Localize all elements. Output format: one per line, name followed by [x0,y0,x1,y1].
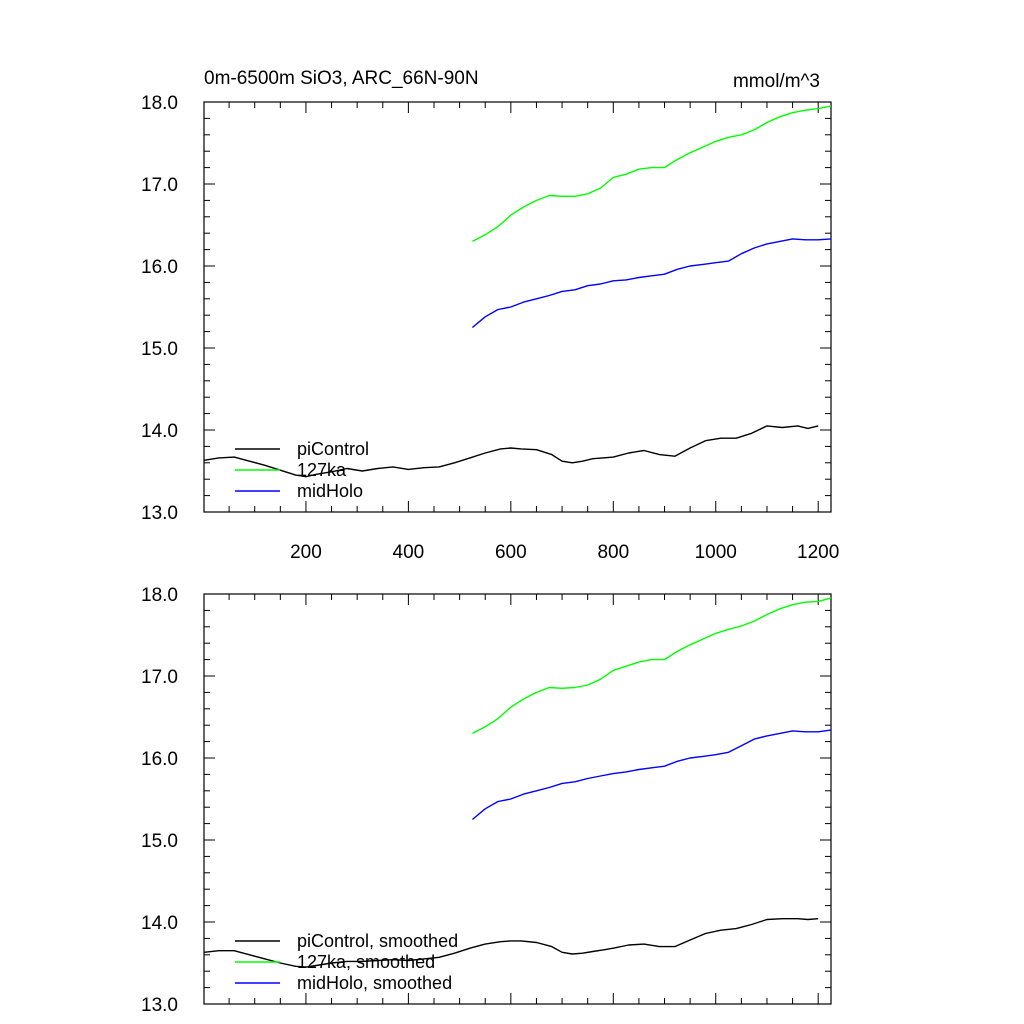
x-tick-label: 800 [597,542,629,563]
legend-label: piControl [297,439,369,459]
legend-label: midHolo, smoothed [297,973,452,993]
y-tick-label: 16.0 [141,749,178,770]
top-plot: 13.0 14.0 15.0 16.0 17.0 18.0 200 400 600 800 1000… [141,93,839,563]
x-tick-label: 200 [290,542,322,563]
y-tick-label: 15.0 [141,831,178,852]
y-tick-label: 13.0 [141,995,178,1016]
y-tick-label: 14.0 [141,421,178,442]
y-tick-label: 15.0 [141,339,178,360]
x-tick-label: 600 [495,542,527,563]
y-tick-label: 17.0 [141,175,178,196]
series-line-midholo [471,729,832,821]
series-line-picontrol [203,918,819,968]
top-frame [203,101,832,513]
series-line-127ka [472,105,832,243]
y-tick-label: 18.0 [141,585,178,606]
legend-label: 127ka [297,460,347,480]
y-tick-label: 18.0 [141,93,178,114]
y-tick-label: 13.0 [141,503,178,524]
bottom-plot: 13.0 14.0 15.0 16.0 17.0 18.0 piControl, smoot… [141,585,832,1016]
y-tick-label: 17.0 [141,667,178,688]
legend-label: 127ka, smoothed [297,952,435,972]
legend-label: piControl, smoothed [297,931,458,951]
bottom-frame [203,593,832,1005]
series-line-127ka [472,597,832,735]
y-tick-label: 16.0 [141,257,178,278]
chart-title: 0m-6500m SiO3, ARC_66N-90N [204,68,479,89]
x-tick-label: 1000 [695,542,737,563]
series-line-midholo [471,238,832,329]
legend-label: midHolo [297,481,363,501]
series-line-picontrol [203,425,819,478]
y-tick-label: 14.0 [141,913,178,934]
x-tick-label: 400 [393,542,425,563]
x-tick-label: 1200 [797,542,839,563]
units-label: mmol/m^3 [733,71,820,92]
